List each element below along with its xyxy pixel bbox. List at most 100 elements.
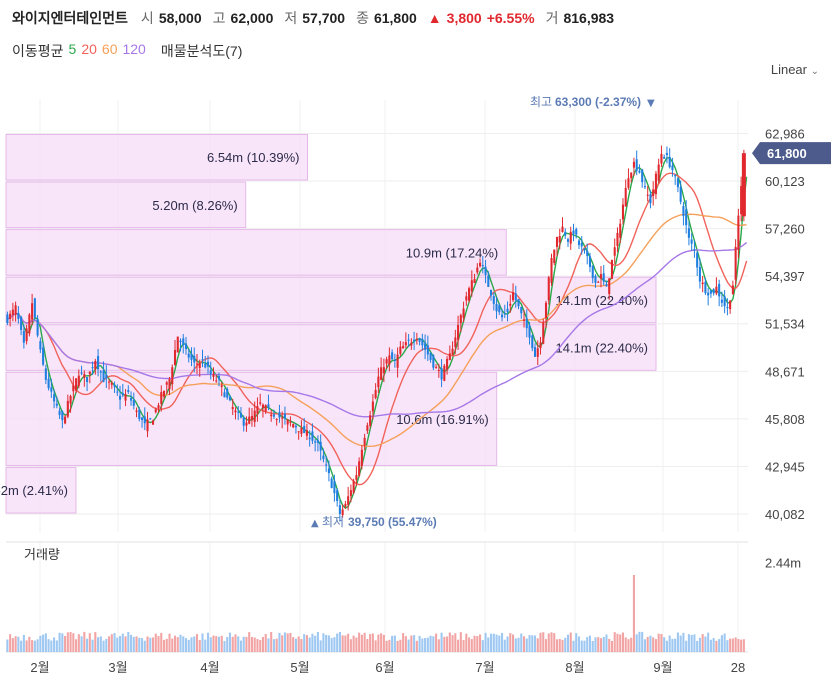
candle-body [275,419,278,421]
volume-bar [215,636,218,652]
x-tick-label: 5월 [290,660,309,675]
candle-body [366,425,369,431]
candle-body [322,455,325,460]
candle-body [358,461,361,476]
candle-body [300,427,303,434]
candle-body [151,420,155,425]
price-profile-label: 6.54m (10.39%) [207,150,300,165]
candle-body [547,277,550,301]
volume-bar [305,635,308,652]
candle-body [162,390,166,397]
candle-body [217,375,221,380]
candle-body [720,299,723,303]
volume-bar [259,640,262,652]
x-tick-label: 4월 [200,660,219,675]
volume-bar [586,637,589,652]
price-profile-toggle[interactable]: 매물분석도(7) [160,43,243,59]
candle-body [663,156,666,159]
current-price-tag [752,142,831,165]
volume-bar [53,637,56,652]
volume-bar [66,632,69,652]
candle-body [338,505,341,515]
candle-body [113,385,116,387]
candle-body [459,315,462,324]
candle-body [44,368,47,380]
candle-body [380,367,383,380]
candle-body [179,340,182,343]
volume-bar [42,634,45,652]
scale-select[interactable]: Linear ⌄ [771,62,819,77]
volume-bar [314,635,317,652]
volume-bar [671,638,674,652]
candle-body [50,387,53,392]
candle-body [448,353,451,361]
volume-bar [212,635,215,652]
volume-bar [226,637,229,652]
candle-body [303,425,306,434]
volume-bar [289,632,292,652]
candle-body [685,209,688,226]
candle-body [239,412,243,418]
candle-body [6,314,9,324]
price-profile-bar [5,181,247,229]
candle-body [47,378,50,389]
volume-bar [610,640,614,652]
volume-bar [462,640,465,652]
candle-body [674,175,677,177]
volume-bar [701,634,704,652]
y-tick-label: 42,945 [765,459,805,474]
x-tick-label: 28 [731,660,745,675]
candle-body [190,353,193,360]
volume-bar [217,636,221,652]
candle-body [729,300,732,310]
candle-body [399,346,402,354]
moving-average-legend[interactable]: 이동평균 5 20 60 120 매물분석도(7) [12,41,242,61]
ma-legend-120[interactable]: 120 [122,41,146,57]
candle-body [237,411,240,413]
ma-legend-5[interactable]: 5 [68,41,77,57]
candle-body [498,305,501,313]
candle-body [553,249,556,264]
ma-legend-20[interactable]: 20 [81,41,97,57]
candle-body [102,370,105,382]
volume-bar [509,633,512,652]
chevron-down-icon: ⌄ [810,66,819,77]
volume-bar [135,636,138,652]
y-tick-label: 57,260 [765,222,805,237]
volume-bar [333,637,336,652]
candle-body [484,266,487,275]
candle-body [610,259,614,279]
volume-bar [374,640,377,652]
candle-body [718,283,721,297]
candle-body [520,306,523,314]
candle-body [94,360,97,370]
price-profile-bar [5,324,657,371]
candle-body [457,324,460,340]
candle-body [83,374,86,378]
candle-body [668,156,671,168]
candle-body [470,280,473,292]
volume-bar [110,634,113,652]
candle-body [531,335,534,349]
candle-body [712,289,715,294]
volume-bar [575,633,578,652]
volume-bar [88,633,91,652]
volume-bar [253,637,256,652]
volume-bar [380,633,383,652]
candle-body [220,385,223,387]
low-label: 저 [284,10,298,26]
candle-body [624,188,627,207]
volume-bar [555,639,559,652]
candle-body [619,223,622,238]
ma-legend-label: 이동평균 [12,43,64,59]
candle-body [707,292,710,296]
candle-body [259,402,262,404]
candle-body [591,265,594,279]
ma-legend-60[interactable]: 60 [101,41,118,57]
candle-body [127,390,130,393]
candle-body [641,169,644,183]
volume-bar [693,634,696,652]
volume-bar [220,635,223,652]
candle-body [385,359,388,364]
